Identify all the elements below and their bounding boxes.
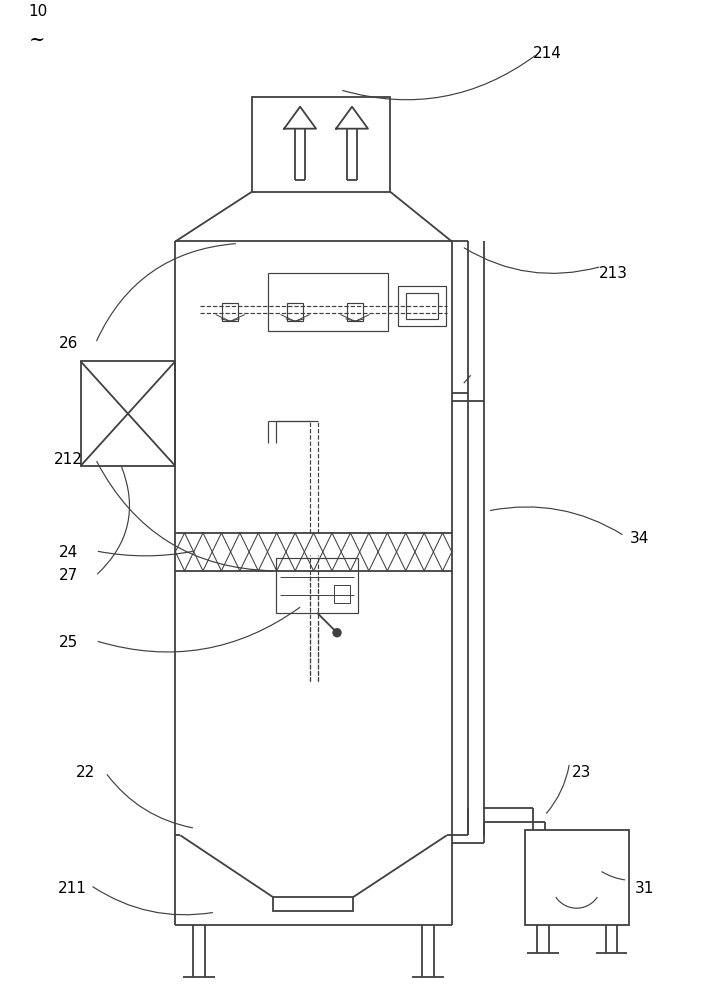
Text: 31: 31: [635, 881, 654, 896]
Circle shape: [333, 629, 341, 637]
Bar: [347, 303, 363, 321]
Text: 34: 34: [630, 531, 649, 546]
Bar: [268, 273, 388, 331]
Text: 26: 26: [59, 336, 78, 351]
Text: 212: 212: [54, 452, 83, 467]
Text: ~: ~: [29, 31, 45, 49]
Bar: [287, 303, 303, 321]
Bar: [398, 286, 446, 326]
Text: 25: 25: [59, 635, 78, 650]
Bar: [273, 897, 353, 911]
Text: 23: 23: [572, 765, 591, 780]
Text: 24: 24: [59, 545, 78, 560]
Bar: [81, 361, 175, 466]
Text: 27: 27: [59, 568, 78, 583]
Bar: [406, 293, 438, 319]
Text: 214: 214: [533, 46, 562, 61]
Text: 22: 22: [76, 765, 95, 780]
Bar: [222, 303, 238, 321]
Bar: [334, 585, 350, 603]
Bar: [252, 97, 390, 192]
Bar: [524, 830, 629, 925]
Text: 213: 213: [599, 266, 628, 281]
Bar: [276, 558, 358, 613]
Text: 211: 211: [58, 881, 87, 896]
Text: 10: 10: [29, 4, 48, 19]
